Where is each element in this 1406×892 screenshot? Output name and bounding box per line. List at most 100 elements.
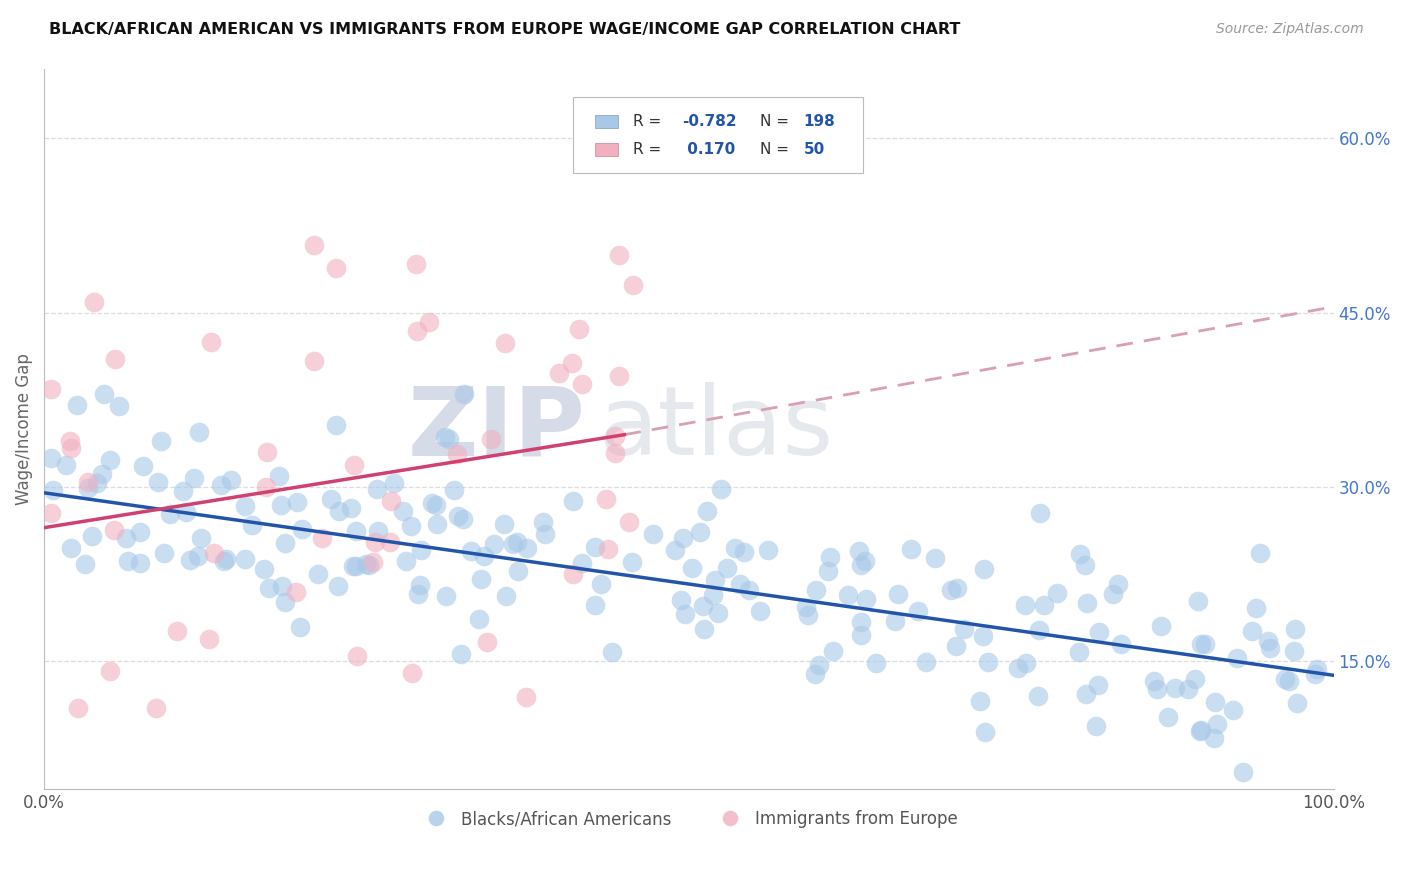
Point [1026,690,1049,704]
Point [66,701,89,715]
Point [1107,577,1129,591]
Point [80,529,103,543]
Point [794,600,817,615]
Point [621,277,644,292]
Point [479,432,502,446]
Point [808,657,831,672]
Point [346,648,368,663]
Point [367,524,389,538]
Text: ZIP: ZIP [408,383,586,475]
Point [693,622,716,636]
Point [215,552,238,566]
Point [596,542,619,557]
Point [548,366,571,380]
Point [409,543,432,558]
Point [392,504,415,518]
Text: -0.782: -0.782 [682,113,737,128]
Point [494,516,516,531]
Point [1274,673,1296,687]
Point [273,536,295,550]
Point [378,535,401,549]
Point [716,561,738,575]
Point [1257,633,1279,648]
Y-axis label: Wage/Income Gap: Wage/Income Gap [15,353,32,505]
Point [703,573,725,587]
Point [187,425,209,439]
Point [319,491,342,506]
Point [641,527,664,541]
Point [129,524,152,539]
Point [728,577,751,591]
Point [475,635,498,649]
Point [453,387,475,401]
Point [724,541,747,555]
Point [756,543,779,558]
Point [561,356,583,370]
Point [439,432,461,446]
Text: 198: 198 [804,113,835,128]
Point [93,387,115,401]
Point [853,554,876,568]
Text: 0.170: 0.170 [682,143,735,158]
Point [115,532,138,546]
Point [494,336,516,351]
Point [696,503,718,517]
Point [382,475,405,490]
FancyBboxPatch shape [572,97,863,173]
Point [1187,594,1209,608]
Point [710,483,733,497]
Point [302,238,325,252]
Point [502,537,524,551]
Point [681,561,703,575]
Point [60,442,83,456]
Text: N =: N = [759,143,793,158]
Point [190,532,212,546]
Point [887,586,910,600]
Point [364,534,387,549]
Point [406,587,429,601]
FancyBboxPatch shape [595,144,619,156]
Point [1084,719,1107,733]
Point [1046,586,1069,600]
Point [1088,624,1111,639]
Point [1204,695,1226,709]
Point [531,515,554,529]
Point [342,558,364,573]
Point [91,467,114,482]
Point [571,377,593,392]
Point [673,607,696,622]
Point [884,614,907,628]
Point [41,506,63,520]
Point [1278,673,1301,688]
Point [174,505,197,519]
Point [285,494,308,508]
Point [849,628,872,642]
Point [326,579,349,593]
Point [1177,682,1199,697]
Point [132,459,155,474]
Point [284,584,307,599]
Point [59,541,82,555]
Point [66,398,89,412]
Point [1306,662,1329,676]
Point [953,622,976,636]
Point [900,541,922,556]
Point [77,475,100,489]
Point [977,655,1000,669]
Point [233,499,256,513]
Point [418,315,440,329]
Point [1204,731,1226,745]
Point [166,624,188,638]
Point [1284,622,1306,636]
Point [1014,599,1036,613]
Point [817,564,839,578]
Point [1189,723,1212,738]
Point [1028,623,1050,637]
Point [1205,717,1227,731]
Point [406,324,429,338]
Point [148,475,170,489]
Point [104,351,127,366]
Point [380,494,402,508]
Point [583,540,606,554]
Point [664,543,686,558]
